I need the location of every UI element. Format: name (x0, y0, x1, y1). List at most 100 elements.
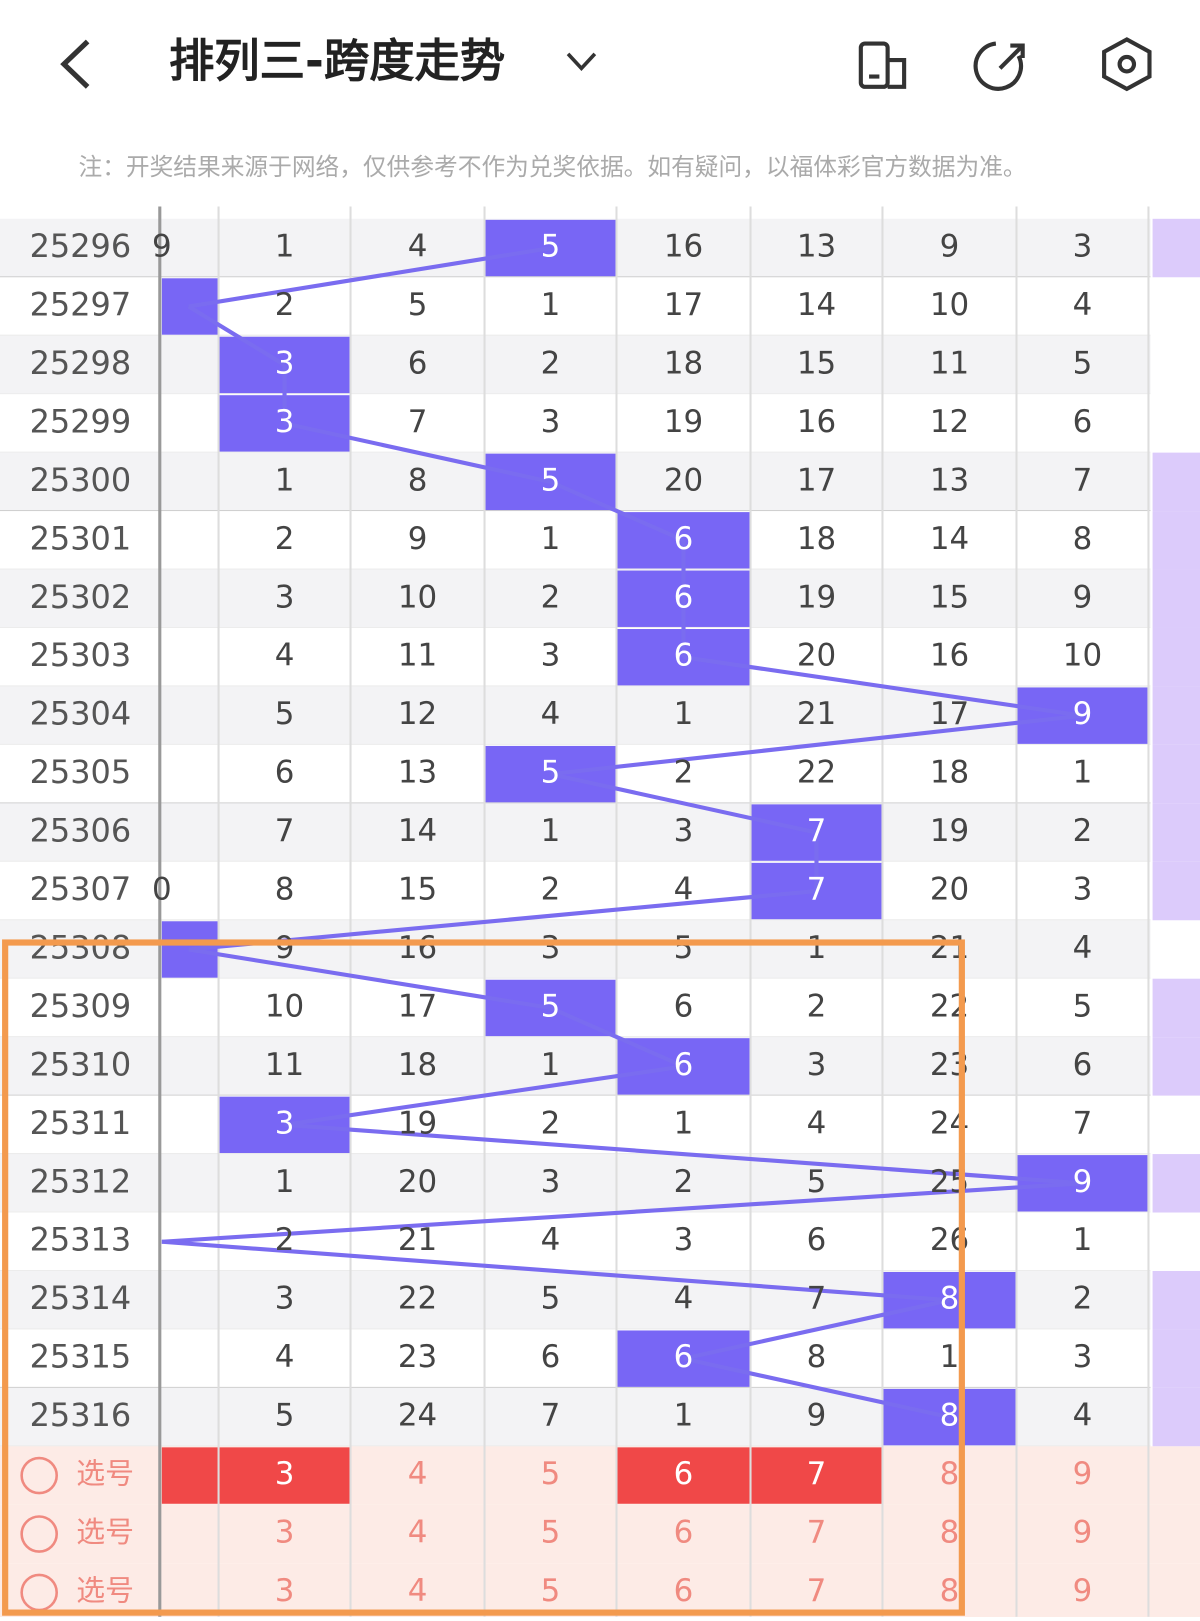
cell: 11 (398, 638, 437, 674)
cell: 6 (674, 579, 694, 615)
cell: 1 (674, 1105, 694, 1141)
cell: 4 (807, 1105, 827, 1141)
row-bg (0, 1329, 1151, 1388)
select-number[interactable]: 9 (1073, 1456, 1093, 1492)
period: 25313 (30, 1221, 132, 1259)
cell: 3 (541, 638, 561, 674)
select-number[interactable]: 8 (940, 1515, 960, 1551)
select-number[interactable]: 9 (1073, 1573, 1093, 1609)
cell: 2 (1073, 1281, 1093, 1317)
trend-segment (683, 1356, 950, 1420)
cell: 6 (674, 1047, 694, 1083)
select-bg (0, 1504, 1200, 1564)
select-radio[interactable] (20, 1456, 58, 1495)
cell: 8 (940, 1281, 960, 1317)
select-bg (0, 1563, 1200, 1621)
cell: 2 (541, 345, 561, 381)
select-number[interactable]: 7 (807, 1456, 827, 1492)
cell: 14 (398, 813, 437, 849)
select-number[interactable]: 8 (940, 1456, 960, 1492)
cell: 17 (930, 696, 969, 732)
row-bg (0, 627, 1151, 687)
select-edge (161, 1447, 218, 1504)
period: 25309 (30, 987, 132, 1025)
cell: 4 (275, 1339, 295, 1375)
side-hit (1152, 627, 1200, 687)
cell: 6 (674, 638, 694, 674)
select-number[interactable]: 4 (408, 1456, 428, 1492)
cell: 1 (674, 696, 694, 732)
select-number[interactable]: 9 (1073, 1515, 1093, 1551)
period: 25316 (30, 1396, 132, 1434)
select-number[interactable]: 6 (674, 1573, 694, 1609)
select-number[interactable]: 6 (674, 1515, 694, 1551)
select-number[interactable]: 6 (674, 1456, 694, 1492)
cell: 18 (797, 521, 836, 557)
page-title: 排列三-跨度走势 (169, 35, 505, 88)
select-number[interactable]: 7 (807, 1573, 827, 1609)
select-number[interactable]: 5 (541, 1573, 561, 1609)
icon-share[interactable] (973, 41, 1025, 91)
trend-segment (161, 1239, 950, 1303)
cell: 13 (797, 229, 836, 265)
cell: 20 (930, 872, 969, 908)
cell: 3 (275, 579, 295, 615)
cell: 19 (664, 404, 703, 440)
side-hit (1152, 744, 1200, 804)
side-hit (1152, 978, 1200, 1038)
select-number[interactable]: 3 (275, 1573, 295, 1609)
period: 25296 (30, 227, 132, 265)
cell: 5 (674, 930, 694, 966)
cell: 3 (1073, 229, 1093, 265)
select-number[interactable]: 3 (275, 1515, 295, 1551)
cell: 17 (398, 988, 437, 1024)
cell: 9 (1073, 696, 1093, 732)
cell: 9 (1073, 1164, 1093, 1200)
period: 25304 (30, 695, 132, 733)
cell: 1 (940, 1339, 960, 1375)
cell: 7 (807, 872, 827, 908)
select-radio[interactable] (20, 1515, 58, 1553)
cell: 4 (1073, 930, 1093, 966)
select-number[interactable]: 4 (408, 1573, 428, 1609)
cell: 6 (674, 1339, 694, 1375)
period: 25303 (30, 636, 132, 674)
select-number[interactable]: 5 (541, 1456, 561, 1492)
select-number[interactable]: 5 (541, 1515, 561, 1551)
icon-settings[interactable] (1102, 37, 1152, 92)
back-button[interactable] (60, 39, 90, 89)
cell: 9 (1073, 579, 1093, 615)
side-hit (1152, 511, 1200, 570)
cell: 6 (1073, 1047, 1093, 1083)
cell: 16 (664, 229, 703, 265)
icon-layout[interactable] (858, 41, 907, 89)
cell: 12 (930, 404, 969, 440)
cell: 22 (797, 755, 836, 791)
cell: 1 (541, 1047, 561, 1083)
cell: 19 (930, 813, 969, 849)
select-cell-bg (617, 1447, 750, 1504)
trend-line (161, 246, 1083, 1420)
select-number[interactable]: 4 (408, 1515, 428, 1551)
row-bg (0, 686, 1151, 745)
select-number[interactable]: 8 (940, 1573, 960, 1609)
cell: 10 (265, 988, 304, 1024)
cell: 1 (807, 930, 827, 966)
select-cell-bg (751, 1447, 882, 1504)
span-box (485, 219, 616, 277)
select-label: 选号 (76, 1515, 134, 1549)
select-number[interactable]: 3 (275, 1456, 295, 1492)
select-number[interactable]: 7 (807, 1515, 827, 1551)
cell: 18 (930, 755, 969, 791)
trend-segment (284, 1122, 1083, 1186)
period: 25307 (30, 870, 132, 908)
cell: 21 (398, 1222, 437, 1258)
period: 25306 (30, 812, 132, 850)
side-hit (1152, 569, 1200, 628)
dropdown[interactable] (566, 52, 597, 71)
row-bg (0, 803, 1151, 862)
cell: 8 (1073, 521, 1093, 557)
select-label: 选号 (76, 1573, 134, 1607)
cell: 24 (398, 1398, 437, 1434)
cell: 3 (275, 404, 295, 440)
